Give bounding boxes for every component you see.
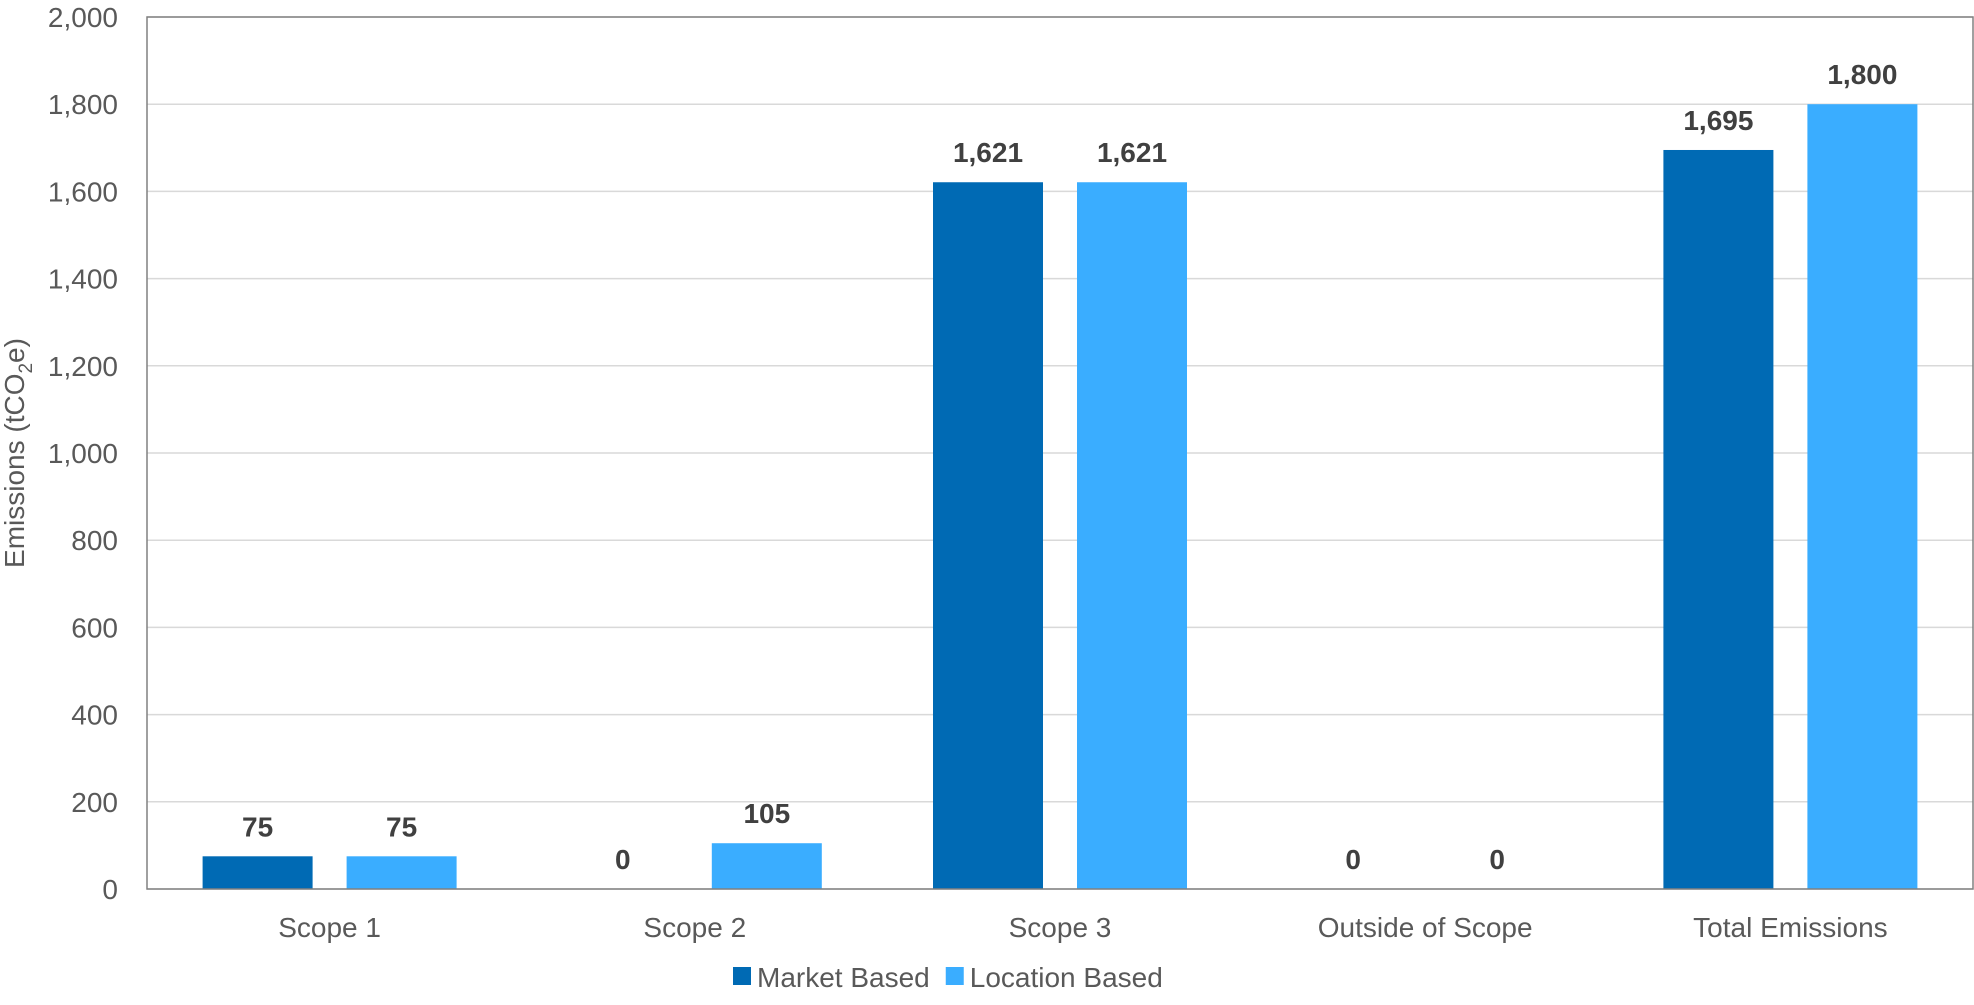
data-label: 0 (1489, 844, 1505, 875)
y-tick-label: 2,000 (48, 2, 118, 33)
y-tick-label: 1,200 (48, 351, 118, 382)
y-axis-title-main: Emissions (tCO (0, 374, 30, 568)
bar (933, 182, 1043, 889)
bar (1077, 182, 1187, 889)
y-tick-label: 1,800 (48, 89, 118, 120)
bar (202, 856, 313, 889)
x-category-label: Scope 2 (643, 912, 746, 943)
x-axis-categories: Scope 1 Scope 2 Scope 3 Outside of Scope Tot… (278, 912, 1887, 943)
data-label: 75 (242, 811, 273, 842)
data-label: 0 (615, 844, 631, 875)
y-tick-label: 200 (71, 787, 118, 818)
y-tick-label: 400 (71, 700, 118, 731)
bar (1807, 104, 1918, 889)
y-tick-label: 1,400 (48, 264, 118, 295)
data-label: 0 (1345, 844, 1361, 875)
y-tick-label: 1,600 (48, 176, 118, 207)
y-tick-label: 600 (71, 612, 118, 643)
y-tick-label: 1,000 (48, 438, 118, 469)
data-label: 1,621 (953, 137, 1023, 168)
y-tick-label: 0 (102, 874, 118, 905)
bar (346, 856, 457, 889)
y-axis-title-subscript: 2 (16, 363, 37, 374)
legend-label: Market Based (757, 962, 930, 993)
x-category-label: Scope 1 (278, 912, 381, 943)
bar (711, 843, 822, 889)
bar (1663, 149, 1774, 890)
y-tick-label: 800 (71, 525, 118, 556)
data-label: 1,621 (1097, 137, 1167, 168)
data-label: 75 (386, 811, 417, 842)
x-category-label: Outside of Scope (1318, 912, 1533, 943)
x-category-label: Scope 3 (1009, 912, 1112, 943)
y-axis-title: Emissions (tCO2e) (0, 338, 37, 568)
y-axis-title-end: e) (0, 338, 30, 363)
y-axis-ticks: 0 200 400 600 800 1,000 1,200 1,400 1,600 1,800 2,… (48, 2, 118, 905)
legend-swatch (945, 967, 964, 985)
data-label: 105 (743, 798, 790, 829)
legend-label: Location Based (970, 962, 1163, 993)
plot-frame (146, 16, 1974, 890)
data-label: 1,800 (1827, 59, 1897, 90)
bars (202, 104, 1918, 890)
x-category-label: Total Emissions (1693, 912, 1888, 943)
legend: Market Based Location Based (733, 962, 1163, 993)
data-label: 1,695 (1683, 105, 1753, 136)
legend-swatch (733, 967, 751, 985)
data-labels: 75 75 0 105 1,621 1,621 0 0 1,695 1,800 (242, 59, 1897, 875)
